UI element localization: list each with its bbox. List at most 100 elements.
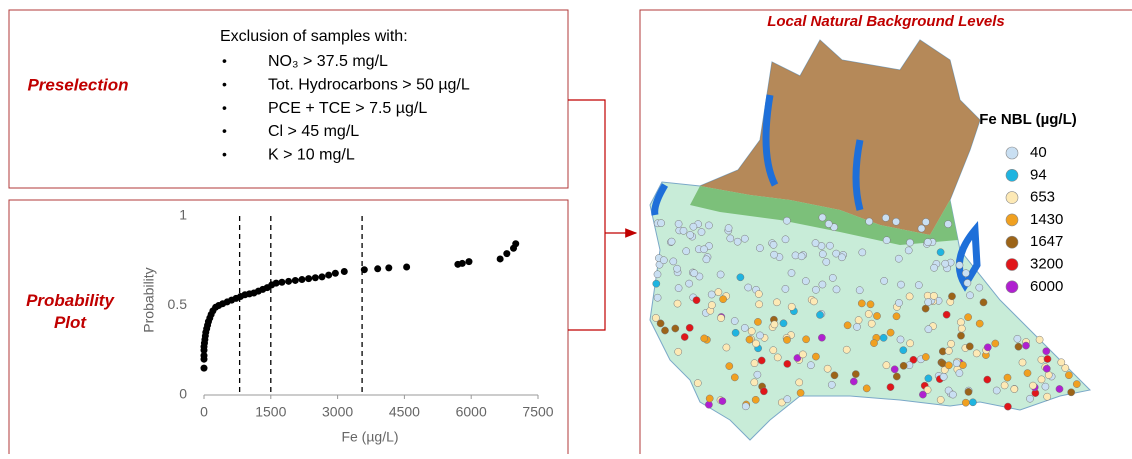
map-site bbox=[693, 297, 700, 304]
map-site bbox=[897, 281, 904, 288]
map-site bbox=[706, 395, 713, 402]
map-site bbox=[1026, 395, 1033, 402]
map-site bbox=[924, 239, 931, 246]
map-site bbox=[897, 336, 904, 343]
map-site bbox=[831, 372, 838, 379]
map-site bbox=[654, 294, 661, 301]
map-site bbox=[708, 291, 715, 298]
map-site bbox=[675, 285, 682, 292]
plot-label-box: Probability Plot bbox=[20, 290, 130, 350]
map-site bbox=[783, 336, 790, 343]
map-site bbox=[880, 334, 887, 341]
map-site bbox=[715, 289, 722, 296]
map-site bbox=[887, 329, 894, 336]
map-site bbox=[937, 249, 944, 256]
map-site bbox=[1015, 343, 1022, 350]
map-site bbox=[852, 371, 859, 378]
map-site bbox=[782, 285, 789, 292]
map-site bbox=[741, 324, 748, 331]
map-site bbox=[962, 270, 969, 277]
x-tick-label: 0 bbox=[200, 404, 208, 420]
data-point bbox=[278, 279, 285, 286]
map-site bbox=[783, 217, 790, 224]
map-site bbox=[674, 300, 681, 307]
y-tick-label: 0 bbox=[179, 386, 187, 402]
data-point bbox=[292, 277, 299, 284]
map-site bbox=[788, 269, 795, 276]
legend-swatch bbox=[1006, 147, 1018, 159]
map-site bbox=[1038, 376, 1045, 383]
map-site bbox=[925, 326, 932, 333]
map-site bbox=[686, 280, 693, 287]
map-site bbox=[1014, 335, 1021, 342]
map-site bbox=[705, 222, 712, 229]
bullet: • bbox=[222, 99, 227, 115]
map-site bbox=[943, 311, 950, 318]
map-site bbox=[737, 274, 744, 281]
map-site bbox=[893, 373, 900, 380]
legend-swatch bbox=[1006, 169, 1018, 181]
map-site bbox=[675, 220, 682, 227]
map-site bbox=[984, 344, 991, 351]
map-site bbox=[780, 320, 787, 327]
map-site bbox=[838, 254, 845, 261]
map-site bbox=[824, 365, 831, 372]
data-point bbox=[298, 276, 305, 283]
legend-label: 3200 bbox=[1030, 255, 1063, 272]
map-site bbox=[931, 264, 938, 271]
map-site bbox=[893, 313, 900, 320]
map-site bbox=[660, 257, 667, 264]
map-site bbox=[802, 278, 809, 285]
x-tick-label: 1500 bbox=[255, 404, 286, 420]
map-site bbox=[865, 310, 872, 317]
map-site bbox=[807, 362, 814, 369]
map-site bbox=[731, 317, 738, 324]
map-site bbox=[881, 277, 888, 284]
figure: Preselection Exclusion of samples with: … bbox=[0, 0, 1132, 454]
map-site bbox=[782, 236, 789, 243]
map-site bbox=[866, 218, 873, 225]
data-point bbox=[374, 265, 381, 272]
map-site bbox=[948, 293, 955, 300]
map-site bbox=[906, 239, 913, 246]
map-site bbox=[1029, 382, 1036, 389]
map-site bbox=[1044, 393, 1051, 400]
map-site bbox=[965, 314, 972, 321]
map-site bbox=[905, 247, 912, 254]
map-site bbox=[1044, 355, 1051, 362]
map-site bbox=[754, 318, 761, 325]
map-site bbox=[731, 374, 738, 381]
map-site bbox=[652, 314, 659, 321]
map-site bbox=[973, 350, 980, 357]
map-site bbox=[1043, 348, 1050, 355]
legend-swatch bbox=[1006, 214, 1018, 226]
map-site bbox=[675, 348, 682, 355]
map-site bbox=[922, 353, 929, 360]
map-site bbox=[887, 384, 894, 391]
legend-swatch bbox=[1006, 259, 1018, 271]
data-point bbox=[459, 260, 466, 267]
map-site bbox=[653, 280, 660, 287]
map-site bbox=[717, 271, 724, 278]
map-site bbox=[867, 301, 874, 308]
map-site bbox=[798, 253, 805, 260]
legend-label: 1430 bbox=[1030, 211, 1063, 228]
map-site bbox=[670, 258, 677, 265]
map-site bbox=[754, 371, 761, 378]
map-site bbox=[945, 221, 952, 228]
map-site bbox=[687, 231, 694, 238]
map-site bbox=[1043, 365, 1050, 372]
map-site bbox=[925, 375, 932, 382]
map-site bbox=[654, 271, 661, 278]
map-site bbox=[698, 228, 705, 235]
map-site bbox=[797, 389, 804, 396]
map-site bbox=[760, 388, 767, 395]
data-point bbox=[503, 250, 510, 257]
bullet: • bbox=[222, 53, 227, 69]
legend-swatch bbox=[1006, 192, 1018, 204]
data-point bbox=[305, 275, 312, 282]
map-site bbox=[752, 396, 759, 403]
map-site bbox=[915, 282, 922, 289]
map-site bbox=[672, 325, 679, 332]
map-site bbox=[984, 376, 991, 383]
